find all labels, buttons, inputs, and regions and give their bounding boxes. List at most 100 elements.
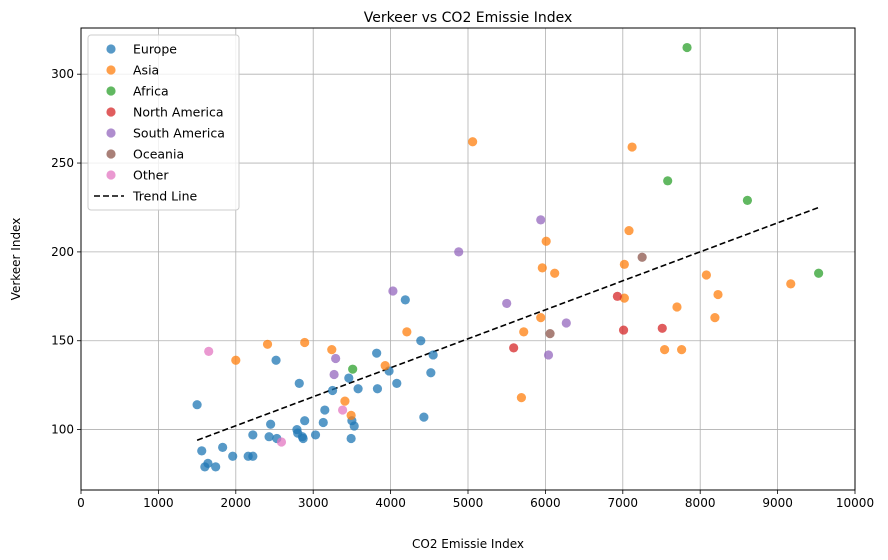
y-tick-label: 300	[51, 67, 74, 81]
point-south-america	[331, 353, 341, 364]
x-ticks: 0 1000 2000 3000 4000 5000 6000 7000 8000 9000 100…	[77, 490, 874, 510]
point-asia	[713, 289, 723, 300]
point-europe	[419, 412, 429, 422]
point-asia	[541, 236, 551, 246]
point-asia	[340, 396, 350, 406]
point-asia	[262, 339, 273, 349]
point-asia	[550, 268, 560, 278]
legend: Europe Asia Africa North America South Ameri…	[87, 34, 240, 211]
point-europe	[372, 384, 383, 394]
point-south-america	[388, 286, 398, 296]
point-south-america	[502, 298, 512, 309]
legend-label-europe: Europe	[133, 42, 177, 57]
legend-label-trend-line: Trend Line	[132, 189, 198, 204]
point-europe	[248, 430, 258, 440]
point-north-america	[618, 325, 629, 335]
point-asia	[516, 393, 527, 403]
x-tick-label: 4000	[375, 496, 406, 510]
point-asia	[672, 302, 682, 312]
legend-label-south-america: South America	[133, 126, 225, 141]
point-asia	[537, 263, 547, 273]
point-asia	[624, 225, 634, 236]
point-europe	[218, 442, 228, 452]
point-africa	[814, 268, 824, 278]
point-europe	[416, 336, 426, 346]
data-points-layer	[192, 42, 824, 472]
point-europe	[400, 295, 410, 305]
legend-marker-north-america	[106, 107, 116, 117]
point-south-america	[329, 369, 339, 380]
chart-title: Verkeer vs CO2 Emissie Index	[364, 10, 573, 26]
trend-line	[196, 206, 819, 441]
legend-marker-africa	[106, 86, 116, 96]
point-asia	[346, 410, 356, 420]
point-africa	[682, 42, 692, 53]
point-asia	[710, 313, 720, 323]
x-tick-label: 1000	[143, 496, 174, 510]
point-europe	[203, 458, 213, 468]
point-europe	[228, 451, 238, 461]
point-europe	[264, 432, 274, 442]
point-asia	[627, 142, 637, 152]
x-tick-label: 5000	[453, 496, 484, 510]
y-tick-label: 200	[51, 245, 74, 259]
point-europe	[294, 378, 304, 388]
y-axis-label: Verkeer Index	[9, 218, 23, 301]
legend-label-other: Other	[133, 168, 169, 183]
point-south-america	[454, 247, 464, 257]
point-south-america	[536, 215, 546, 225]
point-europe	[318, 417, 328, 428]
point-europe	[353, 384, 363, 394]
y-tick-label: 100	[51, 423, 74, 437]
point-europe	[426, 368, 436, 378]
point-europe	[372, 348, 382, 358]
legend-marker-oceania	[106, 149, 116, 159]
y-ticks: 100 150 200 250 300	[51, 67, 81, 437]
point-north-america	[509, 343, 519, 353]
point-asia	[380, 361, 390, 371]
point-europe	[310, 430, 321, 440]
x-tick-label: 9000	[762, 496, 793, 510]
legend-marker-europe	[106, 44, 116, 54]
point-asia	[468, 137, 478, 147]
legend-marker-south-america	[106, 128, 116, 138]
y-tick-label: 150	[51, 334, 74, 348]
legend-box	[87, 34, 240, 211]
point-europe	[271, 355, 281, 365]
point-africa	[348, 364, 358, 374]
point-africa	[742, 195, 753, 205]
point-asia	[402, 327, 412, 337]
legend-label-asia: Asia	[133, 63, 159, 78]
point-asia	[659, 345, 670, 355]
point-asia	[519, 327, 529, 337]
point-other	[276, 437, 287, 447]
x-tick-label: 3000	[298, 496, 329, 510]
point-europe	[192, 400, 202, 410]
point-other	[338, 405, 348, 415]
point-south-america	[561, 318, 571, 328]
point-oceania	[545, 329, 555, 339]
point-europe	[349, 421, 359, 431]
point-asia	[231, 355, 241, 365]
x-tick-label: 7000	[608, 496, 639, 510]
y-tick-label: 250	[51, 156, 74, 170]
legend-label-africa: Africa	[133, 84, 169, 99]
point-europe	[392, 378, 402, 388]
point-europe	[327, 385, 338, 396]
x-tick-label: 8000	[685, 496, 716, 510]
point-north-america	[612, 291, 622, 301]
point-europe	[298, 433, 308, 444]
x-tick-label: 0	[77, 496, 85, 510]
x-tick-label: 6000	[530, 496, 561, 510]
legend-marker-asia	[106, 65, 116, 75]
point-africa	[663, 176, 673, 186]
point-europe	[197, 446, 207, 456]
point-europe	[320, 405, 330, 415]
point-europe	[248, 451, 258, 461]
point-asia	[786, 279, 796, 289]
point-asia	[677, 345, 687, 355]
point-asia	[701, 270, 711, 280]
point-asia	[619, 259, 629, 269]
point-south-america	[543, 350, 554, 360]
